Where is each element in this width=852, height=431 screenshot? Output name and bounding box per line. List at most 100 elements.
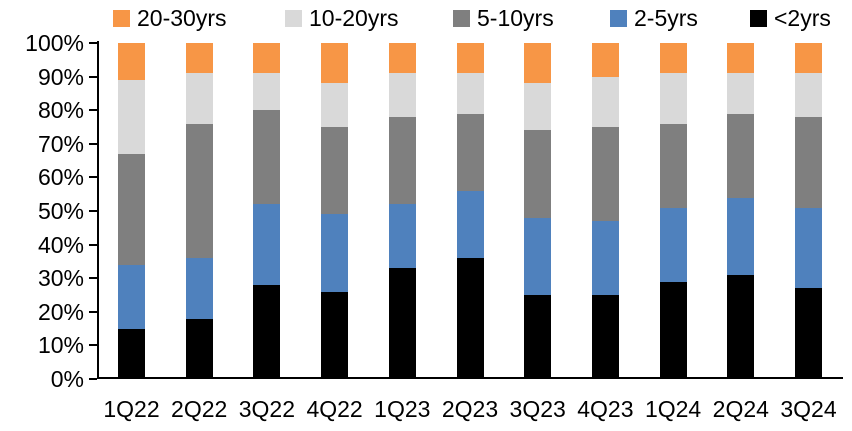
x-axis-label-3q23: 3Q23: [509, 396, 566, 422]
bar-segment-2q23-2yrs: [456, 258, 484, 379]
bar-segment-4q22-5-10yrs: [321, 127, 349, 215]
bar-segment-3q23-2yrs: [524, 295, 552, 379]
y-axis-label-80: 80%: [37, 97, 84, 124]
bar-segment-3q24-10-20yrs: [795, 73, 822, 117]
y-axis-label-20: 20%: [37, 298, 84, 325]
bar-segment-4q23-10-20yrs: [591, 76, 619, 127]
y-axis-tick: [89, 310, 97, 313]
bar-segment-1q23-2yrs: [388, 268, 416, 379]
bar-segment-1q24-2yrs: [659, 281, 687, 379]
x-axis-label-4q22: 4Q22: [306, 396, 363, 422]
y-axis-tick: [89, 42, 97, 44]
bar-segment-4q22-2-5yrs: [321, 214, 349, 292]
x-axis-label-4q23: 4Q23: [577, 396, 634, 422]
legend-label: 10-20yrs: [309, 5, 399, 31]
bar-segment-4q22-2yrs: [321, 291, 349, 379]
legend-label: <2yrs: [774, 5, 831, 31]
x-axis-label-1q24: 1Q24: [644, 396, 702, 422]
bar-segment-2q23-10-20yrs: [456, 73, 484, 114]
legend-swatch-icon: [285, 9, 302, 27]
legend-item-2-5yrs: 2-5yrs: [610, 5, 698, 31]
x-axis-label-3q24: 3Q24: [780, 396, 837, 422]
y-axis-label-90: 90%: [37, 63, 84, 90]
x-axis-label-2q22: 2Q22: [171, 396, 228, 422]
legend-swatch-icon: [113, 9, 130, 27]
bar-segment-3q23-5-10yrs: [524, 130, 552, 218]
x-axis-label-3q22: 3Q22: [238, 396, 296, 422]
legend-swatch-icon: [453, 9, 470, 27]
bar-segment-3q22-5-10yrs: [253, 110, 281, 205]
bar-segment-3q24-5-10yrs: [795, 116, 822, 208]
bar-segment-1q22-2yrs: [118, 328, 145, 379]
legend-item-5-10yrs: 5-10yrs: [453, 5, 554, 31]
y-axis-tick: [89, 142, 97, 145]
bar-segment-1q22-2-5yrs: [118, 264, 145, 329]
bar-segment-2q22-5-10yrs: [185, 123, 213, 259]
y-axis-tick: [89, 210, 97, 212]
legend-item-20-30yrs: 20-30yrs: [113, 5, 227, 31]
bar-segment-3q23-20-30yrs: [524, 43, 552, 84]
bar-segment-3q24-2-5yrs: [795, 207, 822, 289]
bar-segment-1q23-2-5yrs: [388, 204, 416, 269]
bar-segment-1q24-10-20yrs: [659, 73, 687, 124]
x-axis-label-2q24: 2Q24: [712, 396, 769, 422]
bar-segment-2q24-20-30yrs: [727, 43, 755, 74]
bar-segment-4q23-2-5yrs: [591, 221, 619, 295]
bar-segment-2q22-10-20yrs: [185, 73, 213, 124]
legend-swatch-icon: [610, 9, 627, 27]
bar-segment-3q24-20-30yrs: [795, 43, 822, 74]
bar-segment-1q22-5-10yrs: [118, 153, 145, 265]
legend-label: 5-10yrs: [477, 5, 554, 31]
bar-segment-1q24-2-5yrs: [659, 207, 687, 282]
bar-segment-1q24-5-10yrs: [659, 123, 687, 208]
bar-segment-1q23-5-10yrs: [388, 116, 416, 205]
legend-item-10-20yrs: 10-20yrs: [285, 5, 399, 31]
y-axis-tick: [89, 277, 97, 280]
bar-segment-3q23-2-5yrs: [524, 217, 552, 295]
bar-segment-4q22-10-20yrs: [321, 83, 349, 127]
bar-segment-3q24-2yrs: [795, 288, 822, 379]
bar-segment-2q23-20-30yrs: [456, 43, 484, 74]
y-axis-label-0: 0%: [50, 366, 84, 392]
legend-item-2yrs: <2yrs: [750, 5, 831, 31]
bar-segment-1q22-20-30yrs: [118, 43, 145, 80]
bar-segment-3q22-2yrs: [253, 284, 281, 379]
y-axis-label-100: 100%: [25, 30, 84, 56]
bar-segment-3q22-2-5yrs: [253, 204, 281, 285]
x-axis-label-1q22: 1Q22: [103, 396, 160, 422]
y-axis-tick: [89, 243, 97, 246]
bar-segment-3q22-20-30yrs: [253, 43, 281, 74]
y-axis-label-10: 10%: [37, 332, 84, 359]
y-axis-tick: [89, 378, 97, 380]
y-axis-tick: [89, 75, 97, 78]
x-axis-label-1q23: 1Q23: [374, 396, 431, 422]
bar-segment-1q23-10-20yrs: [388, 73, 416, 117]
y-axis-tick: [89, 109, 97, 112]
bar-segment-4q23-20-30yrs: [591, 43, 619, 77]
bar-segment-2q24-10-20yrs: [727, 73, 755, 114]
bar-segment-2q22-20-30yrs: [185, 43, 213, 74]
y-axis-label-30: 30%: [37, 265, 84, 292]
bar-segment-2q23-2-5yrs: [456, 190, 484, 259]
y-axis-label-40: 40%: [37, 231, 84, 258]
legend-label: 2-5yrs: [634, 5, 698, 31]
bar-segment-3q23-10-20yrs: [524, 83, 552, 131]
bar-segment-1q23-20-30yrs: [388, 43, 416, 74]
legend-label: 20-30yrs: [137, 5, 227, 31]
y-axis-label-50: 50%: [37, 198, 84, 224]
bar-segment-2q24-5-10yrs: [727, 113, 755, 198]
bar-segment-2q22-2-5yrs: [185, 258, 213, 319]
bar-segment-4q23-2yrs: [591, 295, 619, 379]
y-axis-tick: [89, 344, 97, 347]
y-axis-label-70: 70%: [37, 130, 84, 157]
x-axis-label-2q23: 2Q23: [441, 396, 499, 422]
y-axis-label-60: 60%: [37, 164, 84, 191]
bar-segment-4q23-5-10yrs: [591, 127, 619, 222]
bar-segment-2q23-5-10yrs: [456, 113, 484, 191]
bar-segment-2q24-2-5yrs: [727, 197, 755, 275]
legend-swatch-icon: [750, 9, 767, 27]
bar-segment-2q24-2yrs: [727, 274, 755, 379]
bar-segment-1q22-10-20yrs: [118, 79, 145, 154]
bar-segment-1q24-20-30yrs: [659, 43, 687, 74]
